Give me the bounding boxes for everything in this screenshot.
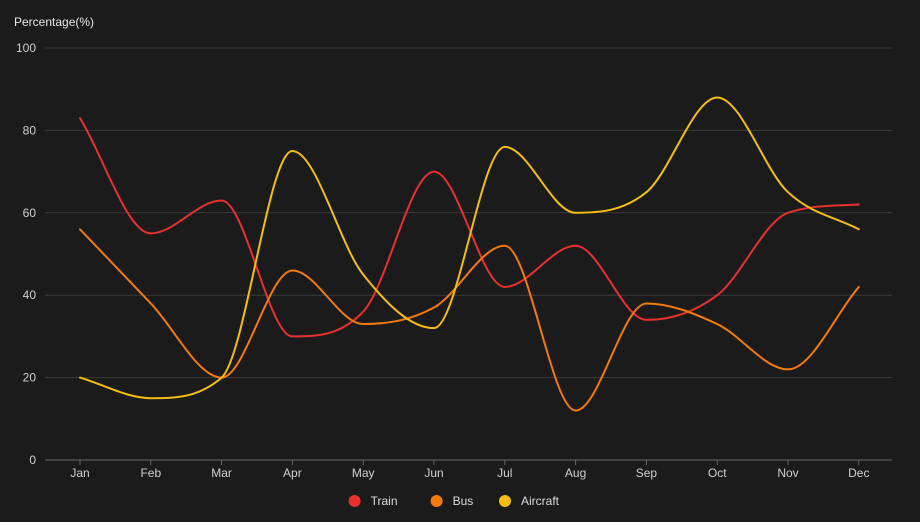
x-tick-label: May — [352, 466, 375, 480]
legend-label: Bus — [453, 494, 474, 508]
x-tick-label: Dec — [848, 466, 869, 480]
x-tick-label: Nov — [777, 466, 798, 480]
x-tick-label: Jul — [497, 466, 512, 480]
legend-label: Train — [371, 494, 398, 508]
x-tick-label: Jun — [424, 466, 443, 480]
legend-item-train[interactable]: Train — [348, 494, 398, 508]
grid-lines — [45, 47, 892, 379]
legend-marker — [348, 495, 361, 507]
legend-item-bus[interactable]: Bus — [430, 494, 474, 508]
y-tick-label: 0 — [29, 453, 36, 467]
x-tick-label: Mar — [211, 466, 232, 480]
x-tick-label: Aug — [565, 466, 586, 480]
x-tick-label: Apr — [283, 466, 302, 480]
x-tick-label: Jan — [70, 466, 89, 480]
series-lines — [79, 96, 860, 412]
series-line-train[interactable] — [79, 117, 860, 338]
legend: Train Bus Aircraft — [348, 494, 560, 508]
tick-labels: 0 20 40 60 80 100 Jan Feb Mar Apr May Jun Jul Aug Sep O… — [16, 41, 870, 480]
x-axis — [45, 459, 892, 465]
y-tick-label: 40 — [23, 288, 37, 302]
series-line-bus[interactable] — [79, 228, 860, 412]
legend-marker — [499, 495, 511, 507]
legend-item-aircraft[interactable]: Aircraft — [499, 494, 560, 508]
y-tick-label: 20 — [23, 371, 37, 385]
y-axis-title: Percentage(%) — [14, 15, 94, 29]
x-tick-label: Sep — [636, 466, 658, 480]
y-tick-label: 60 — [23, 206, 37, 220]
y-tick-label: 100 — [16, 41, 36, 55]
legend-marker — [430, 495, 443, 507]
y-tick-label: 80 — [23, 123, 37, 137]
legend-label: Aircraft — [521, 494, 560, 508]
x-tick-label: Oct — [708, 466, 727, 480]
series-line-aircraft[interactable] — [79, 96, 860, 400]
x-tick-label: Feb — [140, 466, 161, 480]
